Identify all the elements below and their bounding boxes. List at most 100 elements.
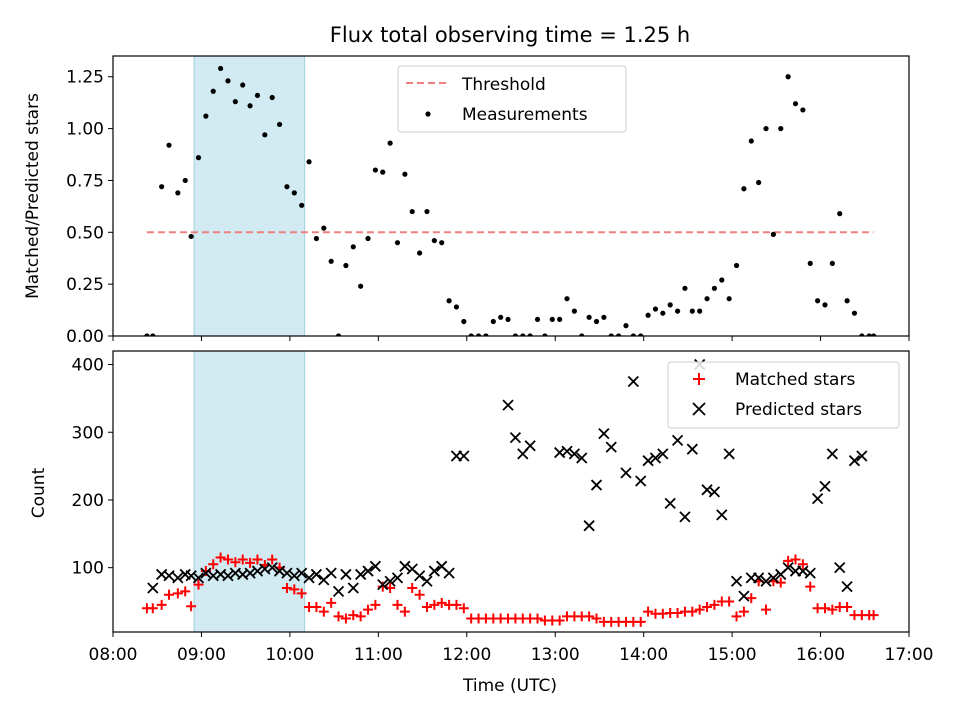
bottom-predicted-stars-point xyxy=(310,568,323,581)
top-measurements-point xyxy=(697,308,703,314)
bottom-predicted-stars-point xyxy=(856,450,868,462)
bottom-predicted-stars-point xyxy=(391,572,404,584)
top-measurements-point xyxy=(269,94,275,101)
bottom-predicted-stars-point xyxy=(664,497,676,509)
top-measurements-point xyxy=(674,308,681,314)
x-tick-label: 10:00 xyxy=(265,645,314,665)
bottom-matched-stars-point xyxy=(348,610,359,621)
bottom-predicted-stars-point xyxy=(200,567,212,579)
top-measurements-point xyxy=(778,125,784,132)
top-measurements-point xyxy=(564,296,570,302)
bottom-matched-stars-point xyxy=(156,599,167,610)
bottom-predicted-stars-point xyxy=(760,575,772,587)
bottom-predicted-stars-point xyxy=(251,565,264,577)
top-measurements-point xyxy=(262,132,268,138)
bottom-predicted-stars-point xyxy=(399,560,411,572)
top-y-tick-label: 1.25 xyxy=(66,68,104,88)
bottom-matched-stars-point xyxy=(370,599,381,610)
bottom-matched-stars-point xyxy=(746,593,757,604)
bottom-predicted-stars-point xyxy=(296,567,308,579)
x-tick-label: 16:00 xyxy=(796,645,845,665)
top-measurements-point xyxy=(571,308,577,314)
bottom-predicted-stars-point xyxy=(172,572,184,584)
x-tick-label: 17:00 xyxy=(885,645,934,665)
top-measurements-point xyxy=(859,333,865,336)
top-measurements-point xyxy=(240,82,246,88)
bottom-matched-stars-point xyxy=(407,582,418,593)
bottom-matched-stars-point xyxy=(731,611,742,622)
top-measurements-point xyxy=(446,298,452,304)
top-measurements-point xyxy=(689,308,695,314)
top-measurements-point xyxy=(468,333,474,336)
legend-matched-label: Matched stars xyxy=(735,370,855,390)
x-tick-label: 12:00 xyxy=(442,645,491,665)
top-panel: 0.00 0.25 0.50 0.75 1.00 1.25 Threshold Measure… xyxy=(66,55,910,347)
bottom-matched-stars-point xyxy=(805,581,816,592)
bottom-predicted-stars-point xyxy=(347,582,359,594)
top-measurements-point xyxy=(719,277,725,283)
bottom-predicted-stars-point xyxy=(561,445,573,457)
bottom-matched-stars-point xyxy=(591,613,602,624)
bottom-matched-stars-point xyxy=(281,582,292,593)
top-measurements-point xyxy=(195,155,202,161)
x-tick-label: 09:00 xyxy=(177,645,226,665)
top-measurements-point xyxy=(483,333,489,336)
top-measurements-point xyxy=(601,314,607,320)
bottom-predicted-stars-point xyxy=(244,567,256,579)
top-measurements-point xyxy=(660,310,666,316)
top-measurements-point xyxy=(166,142,172,148)
bottom-legend-box xyxy=(667,361,900,429)
top-measurements-point xyxy=(313,235,320,242)
bottom-matched-stars-point xyxy=(738,606,749,617)
bottom-predicted-stars-point xyxy=(502,399,514,411)
top-measurements-point xyxy=(218,65,224,72)
bottom-predicted-stars-point xyxy=(826,448,838,460)
top-measurements-point xyxy=(350,244,356,250)
x-tick-label: 14:00 xyxy=(619,645,668,665)
bottom-predicted-stars-point xyxy=(753,572,765,584)
top-measurements-point xyxy=(247,103,253,109)
bottom-matched-stars-point xyxy=(230,557,241,568)
top-measurements-point xyxy=(866,333,872,336)
bottom-matched-stars-point xyxy=(377,581,388,592)
bottom-matched-stars-point xyxy=(672,608,683,619)
bottom-matched-stars-point xyxy=(709,599,720,610)
bottom-matched-stars-point xyxy=(180,586,191,597)
top-measurements-point xyxy=(542,333,548,336)
bottom-matched-stars-point xyxy=(797,559,808,570)
top-y-tick-label: 0.25 xyxy=(66,275,104,295)
bottom-predicted-stars-point xyxy=(627,375,639,388)
bottom-predicted-stars-point xyxy=(568,448,581,460)
bottom-predicted-stars-point xyxy=(509,432,522,444)
top-measurements-point xyxy=(284,184,290,190)
top-measurements-point xyxy=(534,316,541,323)
top-measurements-point xyxy=(203,113,209,119)
top-measurements-point xyxy=(461,318,467,325)
bottom-matched-stars-point xyxy=(635,616,646,627)
top-measurements-point xyxy=(372,167,378,173)
bottom-matched-stars-point xyxy=(643,606,654,617)
bottom-axes-frame xyxy=(112,350,910,633)
top-y-tick-label: 0.75 xyxy=(66,171,104,191)
bottom-matched-stars-point xyxy=(311,601,322,612)
bottom-predicted-stars-point xyxy=(369,560,382,572)
top-measurements-point xyxy=(453,304,460,310)
top-measurements-point xyxy=(439,240,445,246)
bottom-matched-stars-point xyxy=(392,599,403,610)
top-measurements-point xyxy=(652,306,659,312)
bottom-predicted-stars-point xyxy=(583,520,595,532)
bottom-y-tick-label: 100 xyxy=(72,559,104,579)
bottom-matched-stars-point xyxy=(783,555,794,566)
top-measurements-point xyxy=(557,316,563,323)
top-axes-frame xyxy=(112,55,910,337)
bottom-predicted-stars-point xyxy=(340,568,352,581)
top-measurements-point xyxy=(851,310,858,316)
top-y-tick-label: 0.50 xyxy=(66,223,104,243)
top-measurements-point xyxy=(424,208,430,215)
bottom-predicted-stars-point xyxy=(723,448,735,460)
bottom-matched-stars-point xyxy=(421,601,432,612)
bottom-matched-stars-point xyxy=(208,559,219,570)
bottom-matched-stars-point xyxy=(868,610,879,621)
top-measurements-point xyxy=(475,333,482,336)
x-tick-label: 08:00 xyxy=(89,645,138,665)
